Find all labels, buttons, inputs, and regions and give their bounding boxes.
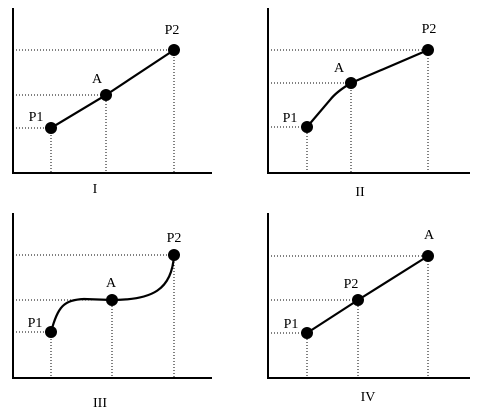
point [345,77,357,89]
point-label: P2 [344,277,359,292]
axes [12,213,212,379]
point-label: P2 [422,22,437,37]
point [422,44,434,56]
guide-line [268,299,359,378]
curve [306,48,429,128]
point-label: A [424,228,435,243]
point-label: A [106,276,117,291]
point-label: P1 [283,111,298,126]
point-label: A [334,61,345,76]
point-label: P1 [29,110,44,125]
panel-caption: II [355,185,365,200]
point-label: P2 [165,23,180,38]
guide-line [268,82,352,173]
guide-line [13,299,113,378]
axes [267,8,470,174]
guide-line [13,254,175,378]
point [168,44,180,56]
point [168,249,180,261]
point [422,250,434,262]
guide-line [13,127,52,173]
curve [306,255,429,334]
curve [50,49,175,129]
point [352,294,364,306]
point-label: P2 [167,231,182,246]
point-label: P1 [28,316,43,331]
point [45,122,57,134]
axes [267,213,470,379]
axes [12,8,212,174]
guide-line [13,49,175,173]
point [301,327,313,339]
guide-line [268,126,308,173]
point-label: P1 [284,317,299,332]
curve [49,254,176,333]
panel-caption: III [93,396,107,411]
point [45,326,57,338]
point [301,121,313,133]
point-label: A [92,72,103,87]
guide-line [13,94,107,173]
panel-caption: I [93,182,98,197]
point [100,89,112,101]
guide-line [13,331,52,378]
guide-line [268,332,308,378]
point [106,294,118,306]
panel-caption: IV [361,390,376,405]
